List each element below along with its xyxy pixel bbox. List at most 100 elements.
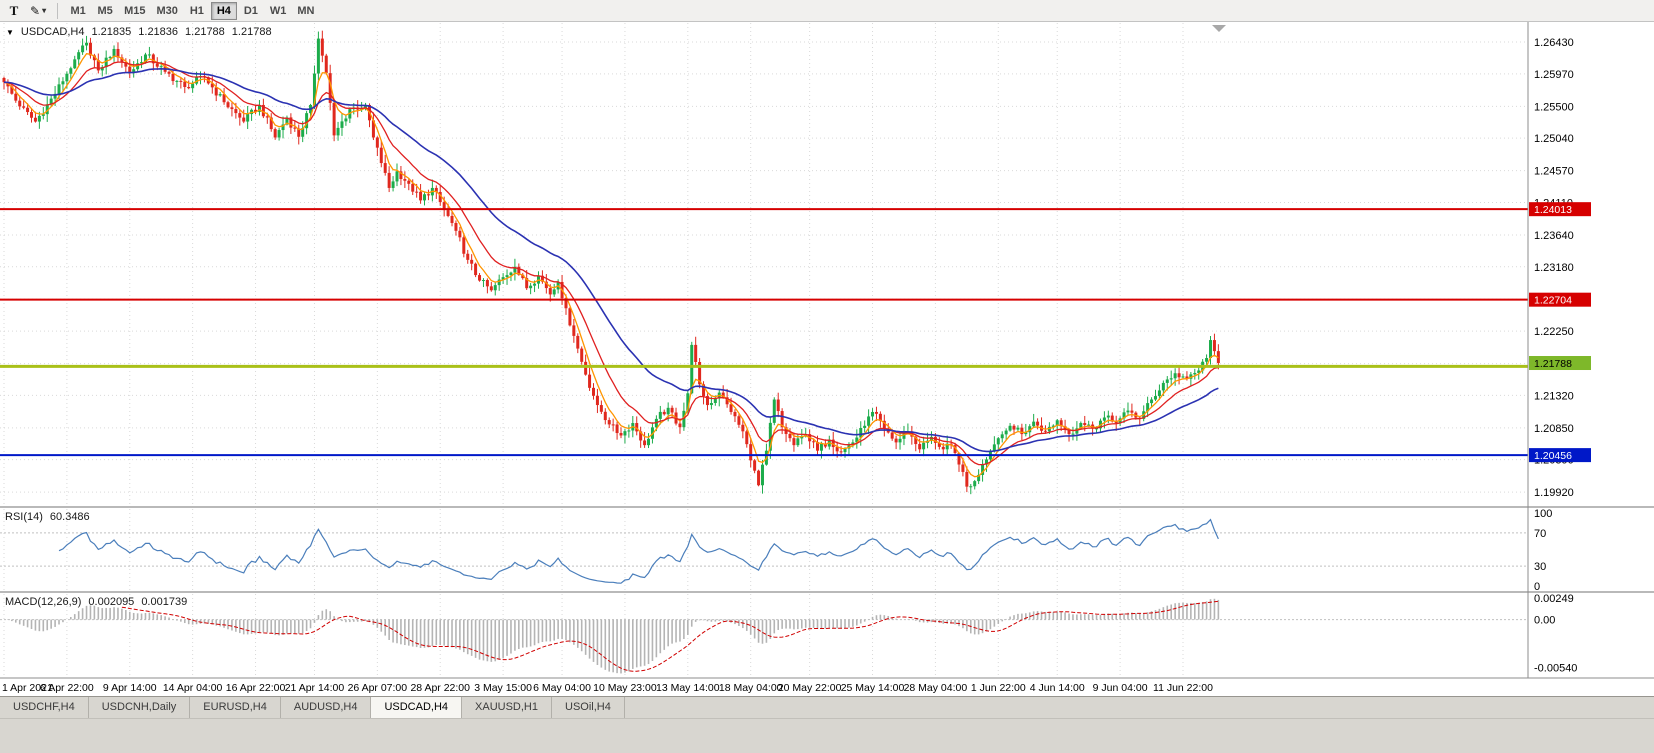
tab-usdcad-h4[interactable]: USDCAD,H4 <box>371 697 463 718</box>
candle-body <box>277 130 281 138</box>
macd-tick-label: -0.00540 <box>1534 662 1577 674</box>
candle-body <box>73 59 77 69</box>
rsi-panel <box>0 518 1528 584</box>
tab-xauusd-h1[interactable]: XAUUSD,H1 <box>462 697 552 718</box>
candle-body <box>517 266 521 275</box>
candle-body <box>399 171 403 180</box>
timeframe-h4[interactable]: H4 <box>210 1 237 20</box>
text-tool-button[interactable]: T <box>4 2 24 20</box>
candle-body <box>1122 412 1126 419</box>
timeframe-w1[interactable]: W1 <box>265 2 292 20</box>
candle-body <box>525 278 529 289</box>
timeframe-d1[interactable]: D1 <box>238 2 264 20</box>
timeframe-h1[interactable]: H1 <box>184 2 210 20</box>
toolbar-separator <box>57 2 59 19</box>
panel-separator[interactable] <box>0 591 1654 593</box>
candle-body <box>662 411 666 415</box>
moving-averages-layer <box>3 52 1219 478</box>
candle-body <box>627 430 631 432</box>
candle-body <box>615 424 619 434</box>
price-tag-support-1-text: 1.20456 <box>1534 450 1572 462</box>
candle-body <box>242 117 246 122</box>
candle-body <box>226 102 230 108</box>
chart-shift-marker[interactable] <box>1212 25 1226 32</box>
tab-usoil-h4[interactable]: USOil,H4 <box>552 697 625 718</box>
tab-eurusd-h4[interactable]: EURUSD,H4 <box>190 697 281 718</box>
candles-layer <box>2 30 1220 495</box>
candle-body <box>961 464 965 472</box>
candle-body <box>112 48 116 57</box>
draw-tool-button[interactable]: ✎ ▾ <box>26 2 50 20</box>
candle-body <box>611 424 615 426</box>
rsi-value: 60.3486 <box>49 511 90 523</box>
candle-body <box>643 440 647 446</box>
candle-body <box>1075 428 1079 434</box>
candle-body <box>882 420 886 429</box>
candle-body <box>874 411 878 414</box>
grid-layer <box>0 23 1528 677</box>
candle-body <box>312 73 316 105</box>
candle-body <box>1036 421 1040 426</box>
candle-body <box>88 42 92 56</box>
candle-body <box>143 54 147 63</box>
chart-tab-bar: USDCHF,H4 USDCNH,Daily EURUSD,H4 AUDUSD,H4 U… <box>0 696 1654 718</box>
candle-body <box>1047 426 1051 432</box>
time-tick-label: 14 Apr 04:00 <box>163 682 223 694</box>
candle-body <box>635 423 639 432</box>
time-tick-label: 6 Apr 22:00 <box>40 682 94 694</box>
moving-average-13 <box>3 61 1219 466</box>
tab-usdcnh-daily[interactable]: USDCNH,Daily <box>88 697 191 718</box>
candle-body <box>1079 423 1083 429</box>
candle-body <box>929 436 933 441</box>
time-tick-label: 4 Jun 14:00 <box>1030 682 1085 694</box>
candle-body <box>1146 403 1150 412</box>
candle-body <box>992 444 996 451</box>
candle-body <box>878 413 882 421</box>
tab-audusd-h4[interactable]: AUDUSD,H4 <box>280 697 372 718</box>
candle-body <box>733 411 737 417</box>
price-tag-support-1 <box>1529 448 1591 463</box>
candle-body <box>1185 376 1189 379</box>
timeframe-m30[interactable]: M30 <box>151 2 182 20</box>
candle-body <box>1181 376 1185 378</box>
candle-body <box>419 191 423 201</box>
candle-body <box>171 73 175 82</box>
candle-body <box>336 127 340 136</box>
candle-body <box>37 115 41 122</box>
candle-body <box>603 411 607 421</box>
panel-separator[interactable] <box>0 506 1654 508</box>
price-chart-svg: 1.264301.259701.255001.250401.245701.241… <box>0 22 1654 696</box>
candle-body <box>694 344 698 362</box>
candle-body <box>128 66 132 74</box>
candle-body <box>301 128 305 137</box>
timeframe-m1[interactable]: M1 <box>65 2 91 20</box>
candle-body <box>1004 430 1008 435</box>
candle-body <box>462 237 466 254</box>
candle-body <box>257 104 261 112</box>
candle-body <box>1126 410 1130 413</box>
candle-body <box>183 81 187 87</box>
candle-body <box>10 86 14 94</box>
price-tick-label: 1.20850 <box>1534 423 1574 435</box>
candle-body <box>709 403 713 406</box>
tab-usdchf-h4[interactable]: USDCHF,H4 <box>0 697 89 718</box>
horizontal-lines-layer <box>0 208 1528 457</box>
timeframe-m15[interactable]: M15 <box>119 2 150 20</box>
symbol-caret-icon[interactable]: ▼ <box>6 27 14 37</box>
timeframe-m5[interactable]: M5 <box>92 2 118 20</box>
candle-body <box>819 443 823 451</box>
macd-name: MACD(12,26,9) <box>5 596 82 608</box>
candle-body <box>871 411 875 417</box>
candle-body <box>1087 424 1091 426</box>
macd-signal-value: 0.001739 <box>141 596 188 608</box>
rsi-line <box>58 518 1219 584</box>
price-tick-label: 1.21320 <box>1534 390 1574 402</box>
candle-body <box>623 431 627 436</box>
candle-body <box>831 439 835 448</box>
candle-body <box>753 460 757 471</box>
symbol-ohlc-label: ▼ USDCAD,H4 1.21835 1.21836 1.21788 1.21… <box>6 26 272 38</box>
candle-body <box>792 438 796 446</box>
candle-body <box>159 66 163 68</box>
candle-body <box>501 277 505 280</box>
timeframe-mn[interactable]: MN <box>292 2 319 20</box>
